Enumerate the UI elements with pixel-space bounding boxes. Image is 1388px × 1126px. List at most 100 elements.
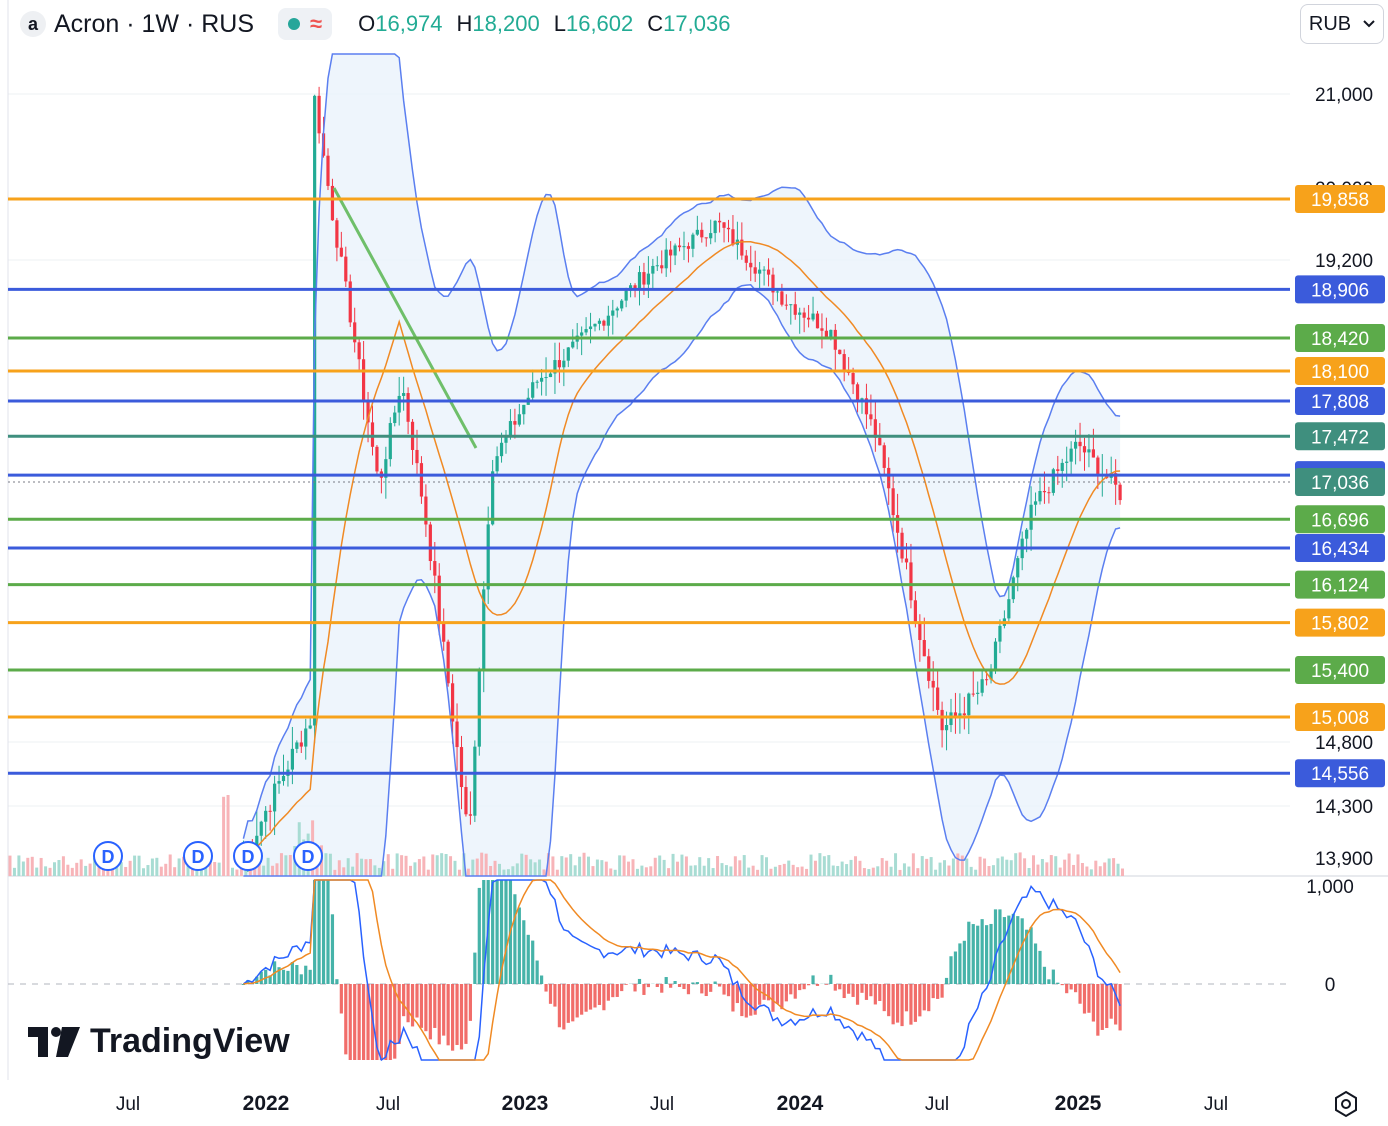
volume-bar: [128, 860, 132, 876]
macd-histogram-bar: [450, 984, 455, 1051]
macd-histogram-bar: [624, 984, 628, 985]
candle: [606, 305, 610, 337]
volume-bar: [146, 865, 150, 876]
candle: [677, 237, 682, 252]
volume-bar: [1032, 855, 1035, 876]
level-tag-label: 17,808: [1311, 392, 1369, 413]
volume-bar: [364, 859, 368, 876]
macd-histogram-bar: [967, 921, 971, 984]
candle: [749, 245, 753, 282]
volume-bar: [542, 869, 546, 876]
macd-histogram-bar: [878, 984, 882, 1001]
candle: [771, 267, 775, 306]
volume-bar: [284, 855, 288, 876]
volume-bar: [342, 867, 346, 876]
volume-bar: [1014, 853, 1018, 876]
candle: [967, 692, 971, 735]
volume-bar: [742, 855, 746, 876]
volume-bar: [889, 866, 893, 876]
macd-histogram-bar: [646, 984, 650, 988]
dividend-marker: [293, 841, 323, 871]
macd-histogram-bar: [268, 975, 272, 984]
candle: [806, 305, 811, 328]
candle: [936, 669, 940, 715]
candle: [900, 527, 904, 563]
volume-bar: [368, 859, 372, 876]
macd-histogram-bar: [290, 962, 294, 984]
macd-histogram-bar: [655, 984, 659, 988]
volume-bar: [8, 855, 12, 876]
currency-select[interactable]: RUB: [1300, 4, 1384, 44]
macd-histogram-bar: [562, 984, 566, 1030]
candle: [491, 459, 495, 526]
volume-bar: [1005, 859, 1009, 876]
macd-histogram-bar: [281, 969, 286, 984]
volume-bar: [57, 860, 61, 876]
macd-histogram-bar: [811, 975, 815, 984]
volume-bar: [894, 853, 898, 876]
candle: [281, 754, 286, 786]
volume-bar: [257, 856, 261, 876]
symbol-header[interactable]: a Acron · 1W · RUS ≈ O16,974 H18,200 L16…: [20, 6, 730, 42]
volume-bar: [21, 861, 25, 876]
macd-histogram-bar: [597, 984, 602, 1005]
volume-bar: [667, 868, 671, 876]
status-badge[interactable]: ≈: [278, 8, 333, 40]
macd-histogram-bar: [904, 984, 909, 1012]
x-axis-tick: 2025: [1055, 1092, 1102, 1115]
macd-histogram-bar: [615, 984, 619, 997]
macd-histogram-bar: [927, 984, 931, 1012]
candle: [486, 506, 490, 604]
macd-histogram-bar: [424, 984, 428, 1032]
candle: [313, 94, 317, 744]
volume-bar: [1040, 859, 1044, 876]
candle: [802, 307, 806, 333]
volume-bar: [1063, 859, 1067, 876]
volume-bar: [453, 860, 457, 876]
macd-histogram-bar: [726, 984, 731, 997]
macd-histogram-bar: [660, 984, 664, 993]
volume-bar: [938, 862, 942, 876]
macd-histogram-bar: [321, 880, 326, 984]
macd-histogram-bar: [971, 924, 975, 984]
macd-histogram-bar: [682, 984, 686, 990]
macd-histogram-bar: [277, 967, 281, 984]
level-tag: [1295, 505, 1385, 534]
volume-bar: [978, 856, 982, 876]
candle: [304, 718, 308, 760]
candle: [468, 791, 472, 825]
volume-bar: [609, 868, 613, 876]
watermark-text: TradingView: [90, 1022, 290, 1060]
candle: [758, 261, 762, 290]
candle: [357, 337, 361, 373]
volume-bar: [920, 856, 924, 876]
volume-bar: [360, 858, 364, 876]
volume-bar: [382, 861, 386, 876]
macd-histogram-bar: [317, 880, 321, 984]
candle: [1091, 428, 1095, 458]
volume-bar: [854, 856, 857, 876]
volume-bar: [511, 866, 515, 876]
macd-histogram-bar: [553, 984, 557, 1007]
candle: [820, 313, 824, 349]
macd-histogram-bar: [753, 984, 757, 1015]
volume-bar: [787, 860, 791, 876]
macd-histogram-bar: [255, 976, 259, 984]
volume-bar: [520, 853, 524, 876]
candle: [940, 701, 944, 748]
volume-bar: [457, 869, 461, 876]
x-axis-tick: Jul: [1204, 1094, 1228, 1115]
volume-bar: [707, 858, 711, 876]
candle: [544, 357, 548, 396]
candle: [766, 258, 771, 287]
volume-bar: [231, 867, 234, 876]
macd-histogram-bar: [740, 984, 744, 1017]
x-axis-tick: Jul: [925, 1094, 949, 1115]
macd-histogram-bar: [664, 977, 668, 984]
volume-bar: [738, 860, 742, 876]
settings-icon[interactable]: [1332, 1090, 1360, 1118]
candle: [531, 369, 535, 400]
candle: [473, 740, 477, 823]
volume-bar: [564, 857, 568, 876]
